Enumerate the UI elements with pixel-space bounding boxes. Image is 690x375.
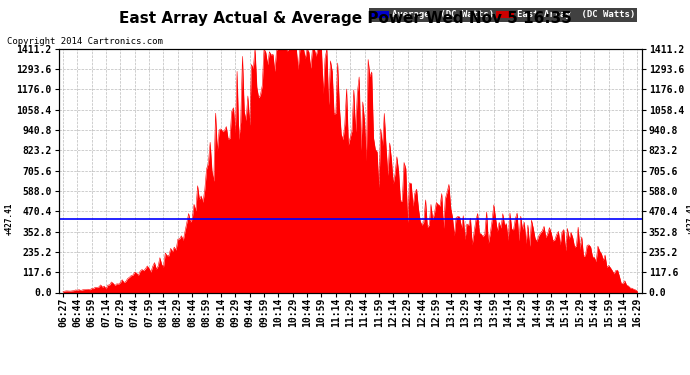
Text: Copyright 2014 Cartronics.com: Copyright 2014 Cartronics.com [7, 38, 163, 46]
Text: +427.41: +427.41 [5, 202, 14, 235]
Text: East Array Actual & Average Power Wed Nov 5 16:35: East Array Actual & Average Power Wed No… [119, 11, 571, 26]
Text: +427.41: +427.41 [687, 202, 690, 235]
Legend: Average  (DC Watts), East Array  (DC Watts): Average (DC Watts), East Array (DC Watts… [369, 8, 637, 22]
